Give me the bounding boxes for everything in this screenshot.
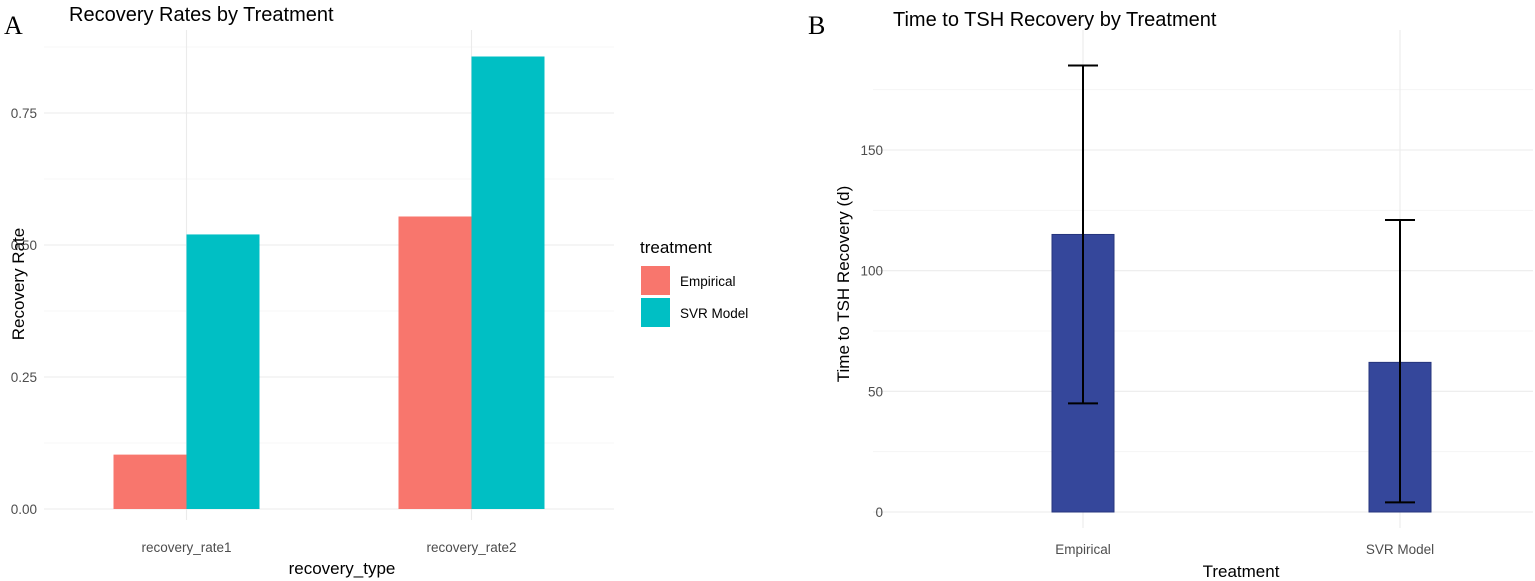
y-tick-label-b: 0: [875, 505, 883, 520]
legend-label: Empirical: [680, 274, 736, 289]
x-tick-label-a: recovery_rate2: [426, 540, 516, 555]
y-tick-label-b: 100: [860, 264, 883, 279]
y-tick-labels-a: 0.00 0.25 0.50 0.75: [11, 106, 37, 517]
bars-a: [113, 56, 545, 510]
y-tick-label-a: 0.25: [11, 370, 37, 385]
plot-title-b: Time to TSH Recovery by Treatment: [893, 9, 1217, 31]
legend-a: treatment Empirical SVR Model: [640, 238, 748, 327]
x-tick-labels-b: Empirical SVR Model: [1055, 542, 1434, 557]
y-axis-title-b: Time to TSH Recovery (d): [834, 186, 853, 383]
bars-b: [1051, 233, 1432, 513]
panel-letter-a: A: [4, 11, 23, 40]
panel-b-time-to-tsh: B Time to TSH Recovery by Treatment 0 50 1…: [808, 9, 1533, 581]
bar-empirical-recovery_rate2: [398, 216, 472, 509]
x-axis-title-b: Treatment: [1203, 562, 1280, 581]
x-tick-label-b: Empirical: [1055, 542, 1111, 557]
bar-svr-model-recovery_rate2: [471, 56, 545, 510]
y-tick-label-a: 0.50: [11, 238, 37, 253]
error-bars-b: [1068, 64, 1415, 504]
y-tick-label-a: 0.00: [11, 502, 37, 517]
gridlines-b: [873, 30, 1533, 528]
y-axis-title-a: Recovery Rate: [9, 228, 28, 340]
bar-svr-model-recovery_rate1: [186, 234, 260, 509]
panel-letter-b: B: [808, 11, 825, 40]
legend-label: SVR Model: [680, 306, 748, 321]
y-tick-label-b: 150: [860, 143, 883, 158]
y-tick-label-a: 0.75: [11, 106, 37, 121]
x-tick-label-b: SVR Model: [1366, 542, 1434, 557]
x-tick-labels-a: recovery_rate1 recovery_rate2: [141, 540, 516, 555]
error-bar-svr-model: [1385, 218, 1415, 504]
x-tick-label-a: recovery_rate1: [141, 540, 231, 555]
plot-title-a: Recovery Rates by Treatment: [69, 4, 334, 26]
y-tick-label-b: 50: [868, 384, 883, 399]
y-tick-labels-b: 0 50 100 150: [860, 143, 883, 520]
x-axis-title-a: recovery_type: [289, 559, 396, 578]
legend-swatch-svr-model: [641, 298, 670, 327]
legend-title: treatment: [640, 238, 712, 257]
error-bar-empirical: [1068, 64, 1098, 405]
bar-empirical-recovery_rate1: [113, 454, 187, 509]
legend-swatch-empirical: [641, 266, 670, 295]
panel-a-recovery-rates: A Recovery Rates by Treatment 0.000.250.…: [4, 4, 748, 578]
